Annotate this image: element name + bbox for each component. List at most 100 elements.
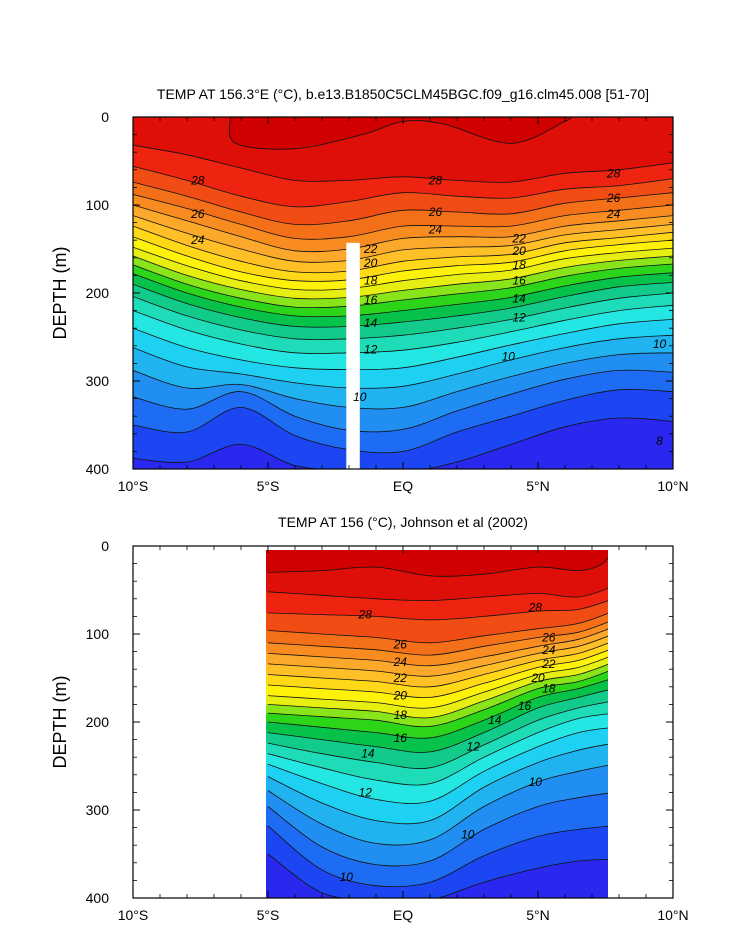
- axes-2: 10°S 5°S EQ 5°N 10°N 0 100 200 300 400: [86, 538, 689, 923]
- contour-label-20: 20: [393, 689, 408, 703]
- missing-data-column: [346, 242, 360, 469]
- isotherm-21: [133, 236, 673, 282]
- isotherm-25: [133, 194, 673, 240]
- contour-label-28: 28: [428, 173, 443, 187]
- contour-label-24: 24: [190, 233, 205, 247]
- isotherm-17: [133, 272, 673, 318]
- contour-label-28: 28: [606, 166, 621, 180]
- contour-label-26: 26: [428, 205, 443, 219]
- contour-label-10: 10: [502, 349, 516, 363]
- x-tick-label: EQ: [393, 478, 413, 494]
- contour-label-14: 14: [364, 316, 378, 330]
- isotherm-19: [267, 663, 608, 719]
- y-axis-label-1: DEPTH (m): [50, 247, 70, 340]
- contour-label-14: 14: [512, 291, 526, 305]
- y-tick-label: 100: [86, 626, 110, 642]
- isotherm-11: [133, 352, 673, 410]
- contour-label-10: 10: [340, 870, 354, 884]
- isotherm-24: [133, 204, 673, 253]
- contour-label-18: 18: [542, 682, 556, 696]
- isotherm-9: [267, 825, 608, 888]
- x-tick-label: 10°S: [118, 478, 149, 494]
- y-tick-label: 400: [86, 890, 110, 906]
- contour-label-10: 10: [353, 390, 367, 404]
- contour-label-22: 22: [363, 242, 378, 256]
- contour-label-24: 24: [606, 207, 621, 221]
- isotherm-20: [133, 246, 673, 291]
- contour-label-12: 12: [364, 342, 378, 356]
- x-tick-label: 10°N: [657, 907, 688, 923]
- isotherm-19: [133, 255, 673, 300]
- contour-label-10: 10: [461, 828, 475, 842]
- isotherm-16: [267, 689, 608, 753]
- isotherm-21: [267, 649, 608, 699]
- contour-label-18: 18: [512, 258, 526, 272]
- contour-label-22: 22: [511, 231, 526, 245]
- y-tick-label: 200: [86, 285, 110, 301]
- contour-label-10: 10: [529, 775, 543, 789]
- contour-label-14: 14: [361, 747, 375, 761]
- y-tick-label: 0: [101, 538, 109, 554]
- x-tick-label: 5°N: [526, 907, 550, 923]
- isotherm-13: [133, 319, 673, 371]
- y-tick-label: 300: [86, 373, 110, 389]
- contour-label-12: 12: [359, 785, 373, 799]
- contour-label-22: 22: [541, 657, 556, 671]
- panel-2-title: TEMP AT 156 (°C), Johnson et al (2002): [278, 514, 528, 530]
- contour-label-18: 18: [394, 708, 408, 722]
- contour-label-16: 16: [394, 731, 408, 745]
- isotherm-17: [267, 679, 608, 739]
- contour-label-28: 28: [358, 608, 373, 622]
- contour-band-8: [266, 854, 608, 898]
- filled-contours-2: [266, 550, 608, 898]
- contour-label-26: 26: [606, 191, 621, 205]
- contour-label-16: 16: [364, 293, 378, 307]
- contour-label-22: 22: [393, 671, 408, 685]
- contour-band-8: [133, 417, 673, 469]
- isotherm-12: [267, 743, 608, 825]
- isotherm-12: [133, 334, 673, 389]
- filled-contours-1: [133, 117, 673, 469]
- isotherm-28: [267, 588, 608, 602]
- axes-1: 10°S 5°S EQ 5°N 10°N 0 100 200 300 400: [86, 109, 689, 494]
- contour-label-14: 14: [488, 713, 502, 727]
- isotherm-18: [267, 670, 608, 728]
- isotherm-8: [267, 853, 608, 898]
- isotherm-15: [133, 292, 673, 340]
- x-tick-label: 5°N: [526, 478, 550, 494]
- isotherm-14: [133, 304, 673, 354]
- isotherm-16: [133, 282, 673, 328]
- y-tick-label: 100: [86, 197, 110, 213]
- isotherm-23: [267, 635, 608, 677]
- isotherm-22: [267, 642, 608, 688]
- x-tick-label: 5°S: [257, 478, 280, 494]
- y-tick-label: 400: [86, 461, 110, 477]
- isotherm-20: [267, 656, 608, 709]
- plot-area-2: [266, 550, 608, 898]
- contour-label-26: 26: [190, 207, 205, 221]
- contour-label-26: 26: [393, 638, 408, 652]
- y-tick-label: 300: [86, 802, 110, 818]
- isotherm-10: [267, 792, 608, 867]
- contour-lines-2: [267, 557, 608, 898]
- contour-label-12: 12: [467, 740, 481, 754]
- contour-label-12: 12: [512, 311, 526, 325]
- isotherm-27: [133, 165, 673, 208]
- contour-label-28: 28: [190, 173, 205, 187]
- contour-label-26: 26: [541, 631, 556, 645]
- panel-observed: TEMP AT 156 (°C), Johnson et al (2002) 2…: [50, 514, 689, 923]
- plot-area-1: [133, 117, 673, 469]
- contour-label-20: 20: [530, 671, 545, 685]
- contour-label-24: 24: [393, 655, 408, 669]
- contour-lines-1: [133, 117, 673, 469]
- y-axis-label-2: DEPTH (m): [50, 676, 70, 769]
- isotherm-8: [133, 417, 673, 469]
- isotherm-29: [267, 557, 608, 577]
- isotherm-9: [133, 389, 673, 454]
- contour-label-20: 20: [511, 244, 526, 258]
- panel-1-title: TEMP AT 156.3°E (°C), b.e13.B1850C5CLM45…: [157, 86, 649, 102]
- contour-labels-2: 2828262624242222202018181616141412121010…: [340, 601, 556, 884]
- isotherm-25: [267, 621, 608, 656]
